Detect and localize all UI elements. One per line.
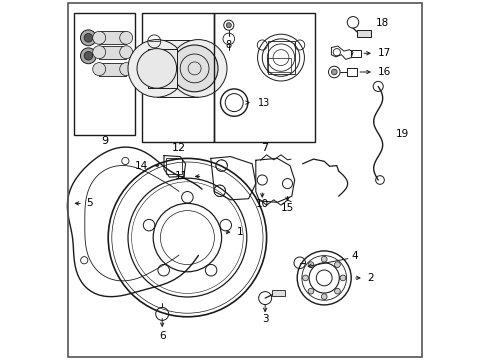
Bar [346, 68, 357, 76]
Bar [269, 41, 295, 74]
Circle shape [128, 40, 186, 97]
Circle shape [171, 45, 218, 92]
Text: 3: 3 [262, 314, 269, 324]
Bar [99, 46, 126, 59]
Text: 10: 10 [256, 199, 269, 210]
Text: 2: 2 [368, 273, 374, 283]
Circle shape [93, 63, 106, 76]
Text: 1: 1 [237, 227, 244, 237]
Circle shape [93, 46, 106, 59]
Circle shape [120, 63, 133, 76]
Circle shape [170, 40, 227, 97]
Bar [99, 31, 126, 44]
Text: 9: 9 [101, 136, 108, 147]
Circle shape [308, 288, 314, 294]
Circle shape [308, 262, 314, 267]
Bar [215, 13, 315, 142]
Text: 5: 5 [86, 198, 93, 208]
Circle shape [335, 288, 341, 294]
Circle shape [321, 294, 327, 300]
Bar [357, 30, 371, 37]
Text: 4: 4 [351, 251, 358, 261]
Text: 15: 15 [281, 203, 294, 213]
Bar [267, 58, 291, 72]
Bar [351, 50, 361, 57]
Circle shape [84, 51, 93, 60]
Circle shape [137, 49, 176, 88]
Text: 13: 13 [258, 98, 270, 108]
Bar [143, 13, 215, 142]
Bar [74, 13, 135, 135]
Text: 11: 11 [175, 171, 188, 181]
Circle shape [340, 275, 346, 281]
Bar [99, 63, 126, 76]
Text: 8: 8 [225, 40, 231, 50]
Circle shape [84, 33, 93, 42]
Bar [166, 158, 182, 174]
Circle shape [93, 31, 106, 44]
Text: 12: 12 [172, 143, 185, 153]
Circle shape [226, 23, 231, 28]
Circle shape [80, 48, 97, 64]
Circle shape [80, 30, 97, 46]
Bar [157, 40, 198, 97]
Circle shape [335, 262, 341, 267]
Circle shape [331, 69, 337, 75]
Bar [148, 49, 176, 88]
Circle shape [120, 31, 133, 44]
Text: 18: 18 [375, 18, 389, 28]
Text: 6: 6 [159, 330, 166, 341]
Text: 16: 16 [378, 67, 392, 77]
Text: 19: 19 [396, 129, 410, 139]
Text: 17: 17 [378, 48, 392, 58]
Circle shape [120, 46, 133, 59]
Circle shape [321, 256, 327, 262]
Text: 14: 14 [135, 161, 148, 171]
Text: 7: 7 [261, 143, 269, 153]
Bar [272, 290, 285, 296]
Circle shape [303, 275, 308, 281]
